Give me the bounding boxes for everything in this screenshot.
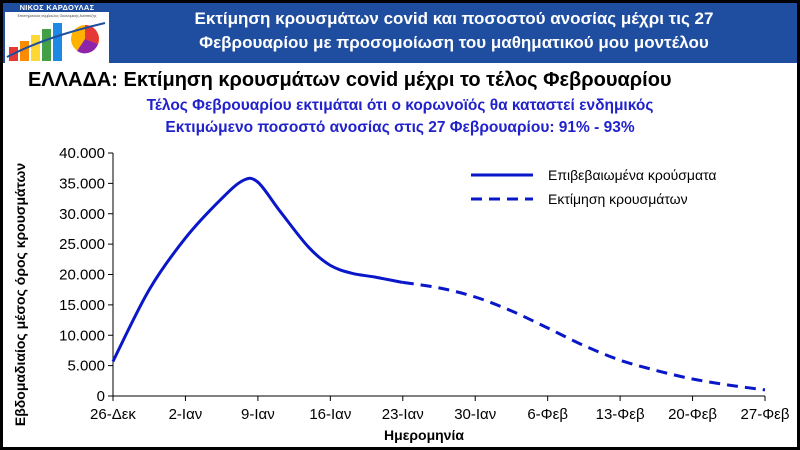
y-tick-label: 15.000 (59, 297, 105, 314)
y-tick-label: 40.000 (59, 145, 105, 162)
y-tick-label: 25.000 (59, 236, 105, 253)
y-axis-title: Εβδομαδιαίος μέσος όρος κρουσμάτων (12, 163, 28, 426)
x-tick-label: 26-Δεκ (90, 406, 136, 423)
author-logo: ΝΙΚΟΣ ΚΑΡΔΟΥΛΑΣ Επιστημονικός σύμβουλος … (5, 3, 109, 63)
x-axis-title: Ημερομηνία (384, 427, 464, 443)
chart-subtitle-2: Εκτιμώμενο ποσοστό ανοσίας στις 27 Φεβρο… (165, 119, 635, 136)
y-tick-label: 30.000 (59, 206, 105, 223)
chart-subtitle-1: Τέλος Φεβρουαρίου εκτιμάται ότι ο κορωνο… (146, 97, 654, 114)
chart-legend: Επιβεβαιωμένα κρούσματα Εκτίμηση κρουσμά… (471, 167, 717, 207)
y-tick-label: 20.000 (59, 267, 105, 284)
legend-label-confirmed: Επιβεβαιωμένα κρούσματα (548, 167, 717, 183)
x-tick-label: 27-Φεβ (741, 406, 790, 423)
header-title: Εκτίμηση κρουσμάτων covid και ποσοστού α… (115, 7, 793, 55)
x-tick-label: 6-Φεβ (527, 406, 568, 423)
series-line-estimate (402, 280, 766, 392)
y-tick-label: 35.000 (59, 175, 105, 192)
x-tick-label: 16-Ιαν (309, 406, 351, 423)
x-tick-label: 20-Φεβ (668, 406, 717, 423)
header-title-line-2: Φεβρουαρίου με προσομοίωση του μαθηματικ… (199, 33, 709, 52)
y-axis-ticks: 0 5.000 10.000 15.000 20.000 25.000 30.000 35.0… (59, 145, 113, 405)
header-banner: ΝΙΚΟΣ ΚΑΡΔΟΥΛΑΣ Επιστημονικός σύμβουλος … (3, 3, 797, 63)
series-layer (111, 176, 766, 392)
y-tick-label: 0 (97, 388, 105, 405)
y-tick-label: 5.000 (67, 358, 105, 375)
header-title-line-1: Εκτίμηση κρουσμάτων covid και ποσοστού α… (194, 9, 714, 28)
line-chart: 0 5.000 10.000 15.000 20.000 25.000 30.000 35.0… (12, 145, 790, 443)
y-tick-label: 10.000 (59, 327, 105, 344)
logo-subtitle: Επιστημονικός σύμβουλος Οικονομικής Ανάπ… (17, 14, 97, 18)
x-tick-label: 13-Φεβ (596, 406, 645, 423)
x-tick-label: 23-Ιαν (382, 406, 424, 423)
series-line-confirmed (111, 176, 404, 363)
x-tick-label: 30-Ιαν (454, 406, 496, 423)
x-tick-label: 9-Ιαν (241, 406, 275, 423)
x-tick-label: 2-Ιαν (169, 406, 203, 423)
page-frame: ΝΙΚΟΣ ΚΑΡΔΟΥΛΑΣ Επιστημονικός σύμβουλος … (3, 3, 797, 447)
x-axis-ticks: 26-Δεκ 2-Ιαν 9-Ιαν 16-Ιαν 23-Ιαν 30-Ιαν 6-Φεβ 1… (90, 396, 790, 423)
chart-title: ΕΛΛΑΔΑ: Εκτίμηση κρουσμάτων covid μέχρι … (28, 69, 672, 91)
logo-graphic-icon (6, 22, 106, 61)
logo-name: ΝΙΚΟΣ ΚΑΡΔΟΥΛΑΣ (5, 3, 109, 12)
legend-label-estimate: Εκτίμηση κρουσμάτων (548, 191, 688, 207)
